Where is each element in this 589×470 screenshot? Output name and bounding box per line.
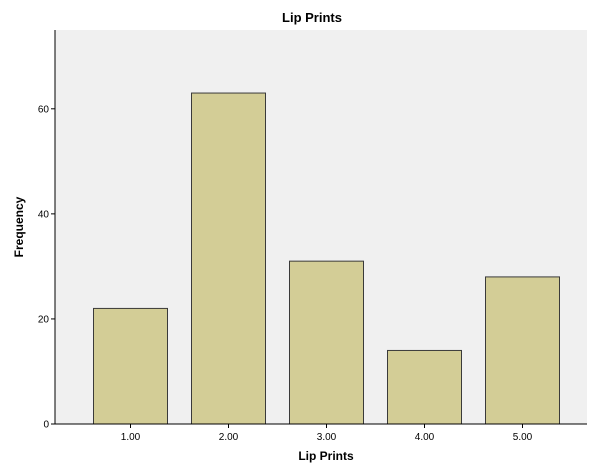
y-tick-label: 40 bbox=[38, 209, 50, 220]
y-tick-label: 0 bbox=[43, 420, 49, 431]
y-axis-label: Frequency bbox=[12, 196, 26, 257]
x-tick-label: 3.00 bbox=[317, 432, 337, 443]
bar-1.00 bbox=[93, 307, 168, 425]
bars-layer bbox=[93, 92, 560, 425]
x-tick-label: 5.00 bbox=[513, 432, 533, 443]
bar-5.00 bbox=[485, 276, 560, 425]
x-axis-label: Lip Prints bbox=[298, 449, 354, 463]
x-tick-label: 2.00 bbox=[219, 432, 239, 443]
y-tick-label: 60 bbox=[38, 104, 50, 115]
chart-title: Lip Prints bbox=[282, 10, 342, 25]
bar-2.00 bbox=[191, 92, 266, 425]
bar-3.00 bbox=[289, 260, 364, 425]
y-tick-label: 20 bbox=[38, 314, 50, 325]
axes-layer: 1.00 2.00 3.00 4.00 5.00 0 20 40 60 bbox=[38, 30, 587, 443]
bar-4.00 bbox=[387, 349, 462, 425]
x-tick-label: 4.00 bbox=[415, 432, 435, 443]
x-tick-label: 1.00 bbox=[121, 432, 141, 443]
